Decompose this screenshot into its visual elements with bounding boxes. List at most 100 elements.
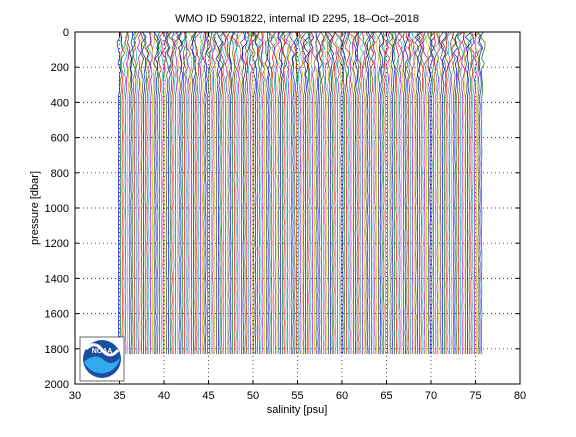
salinity-profile-line bbox=[412, 31, 419, 355]
salinity-profile-line bbox=[297, 31, 301, 355]
salinity-profile-line bbox=[209, 31, 216, 355]
salinity-profile-line bbox=[433, 31, 437, 355]
y-tick-label: 400 bbox=[51, 97, 69, 109]
salinity-profile-line bbox=[307, 31, 314, 355]
x-tick-label: 45 bbox=[202, 390, 214, 402]
salinity-profile-line bbox=[220, 31, 226, 355]
x-tick-label: 55 bbox=[291, 390, 303, 402]
salinity-profile-line bbox=[422, 31, 429, 355]
salinity-profile-line bbox=[171, 31, 176, 355]
salinity-profile-line bbox=[347, 31, 355, 355]
y-tick-label: 0 bbox=[63, 27, 69, 39]
salinity-profile-line bbox=[383, 31, 391, 355]
salinity-profile-line bbox=[199, 31, 206, 355]
salinity-profile-line bbox=[313, 31, 318, 355]
salinity-profile-line bbox=[257, 31, 264, 355]
salinity-profile-line bbox=[315, 31, 322, 355]
salinity-profile-line bbox=[238, 31, 243, 355]
salinity-profile-line bbox=[356, 31, 360, 355]
salinity-profile-line bbox=[297, 31, 304, 355]
salinity-profile-line bbox=[417, 31, 423, 355]
salinity-profile-line bbox=[218, 31, 225, 355]
salinity-profile-line bbox=[429, 31, 435, 355]
salinity-profile-line bbox=[414, 31, 423, 355]
salinity-profile-line bbox=[382, 31, 388, 355]
salinity-profile-line bbox=[153, 31, 159, 355]
logo-gull bbox=[84, 343, 120, 357]
salinity-profile-line bbox=[258, 31, 265, 355]
salinity-profile-line bbox=[170, 31, 179, 355]
salinity-profile-line bbox=[342, 31, 349, 355]
salinity-profile-line bbox=[347, 31, 351, 355]
salinity-profile-line bbox=[294, 31, 300, 355]
salinity-profile-line bbox=[372, 31, 377, 355]
salinity-profile-line bbox=[452, 31, 459, 355]
salinity-profile-line bbox=[136, 31, 142, 355]
salinity-profile-line bbox=[455, 31, 462, 355]
salinity-profile-line bbox=[228, 31, 234, 355]
salinity-profile-line bbox=[331, 31, 338, 355]
salinity-profile-line bbox=[233, 31, 239, 355]
salinity-profile-line bbox=[250, 31, 258, 355]
salinity-profile-line bbox=[474, 31, 480, 355]
salinity-profile-line bbox=[116, 31, 122, 355]
salinity-profile-line bbox=[194, 31, 202, 355]
salinity-profile-line bbox=[325, 31, 332, 355]
salinity-profile-line bbox=[302, 31, 310, 355]
logo-wave bbox=[84, 356, 120, 374]
salinity-profile-line bbox=[334, 31, 342, 355]
y-tick-label: 600 bbox=[51, 133, 69, 145]
x-tick-label: 50 bbox=[247, 390, 259, 402]
noaa-logo: NOAA bbox=[79, 336, 125, 382]
salinity-profile-line bbox=[425, 31, 431, 355]
salinity-profile-line bbox=[377, 31, 383, 355]
x-tick-label: 35 bbox=[113, 390, 125, 402]
salinity-profile-line bbox=[402, 31, 407, 355]
salinity-profile-line bbox=[391, 31, 397, 355]
x-tick-label: 70 bbox=[425, 390, 437, 402]
y-tick-label: 2000 bbox=[45, 379, 69, 391]
salinity-profile-line bbox=[421, 31, 427, 355]
salinity-profile-line bbox=[462, 31, 469, 355]
salinity-profile-line bbox=[124, 31, 130, 355]
salinity-profile-line bbox=[164, 31, 170, 355]
x-tick-labels: 30 35 40 45 50 55 60 65 70 75 80 bbox=[69, 390, 526, 402]
salinity-profile-line bbox=[222, 31, 229, 355]
salinity-profile-line bbox=[205, 31, 212, 355]
salinity-profile-line bbox=[367, 31, 374, 355]
salinity-profile-line bbox=[462, 31, 469, 355]
salinity-profile-line bbox=[405, 31, 411, 355]
salinity-profile-line bbox=[242, 31, 248, 355]
salinity-profile-line bbox=[187, 31, 193, 355]
salinity-profile-line bbox=[461, 31, 465, 355]
y-tick-label: 1800 bbox=[45, 344, 69, 356]
salinity-profile-line bbox=[344, 31, 350, 355]
salinity-profile-line bbox=[350, 31, 356, 355]
profile-lines bbox=[116, 31, 486, 355]
axis-ticks bbox=[74, 31, 521, 385]
salinity-profile-line bbox=[273, 31, 280, 355]
y-tick-label: 1000 bbox=[45, 203, 69, 215]
salinity-profile-line bbox=[364, 31, 370, 355]
salinity-profile-line bbox=[278, 31, 284, 355]
salinity-profile-line bbox=[340, 31, 347, 355]
salinity-profile-line bbox=[329, 31, 335, 355]
salinity-profile-line bbox=[199, 31, 207, 355]
salinity-profile-line bbox=[457, 31, 464, 355]
salinity-profile-line bbox=[132, 31, 140, 355]
salinity-profile-line bbox=[282, 31, 288, 355]
salinity-profile-line bbox=[409, 31, 415, 355]
salinity-profile-line bbox=[161, 31, 168, 355]
salinity-profile-line bbox=[337, 31, 344, 355]
salinity-profile-line bbox=[204, 31, 209, 355]
salinity-profile-line bbox=[327, 31, 334, 355]
salinity-profile-line bbox=[474, 31, 479, 355]
salinity-profile-line bbox=[365, 31, 372, 355]
salinity-profile-line bbox=[119, 31, 124, 355]
salinity-profile-line bbox=[400, 31, 405, 355]
salinity-profile-line bbox=[449, 31, 456, 355]
salinity-profile-line bbox=[361, 31, 366, 355]
salinity-profile-line bbox=[429, 31, 435, 355]
